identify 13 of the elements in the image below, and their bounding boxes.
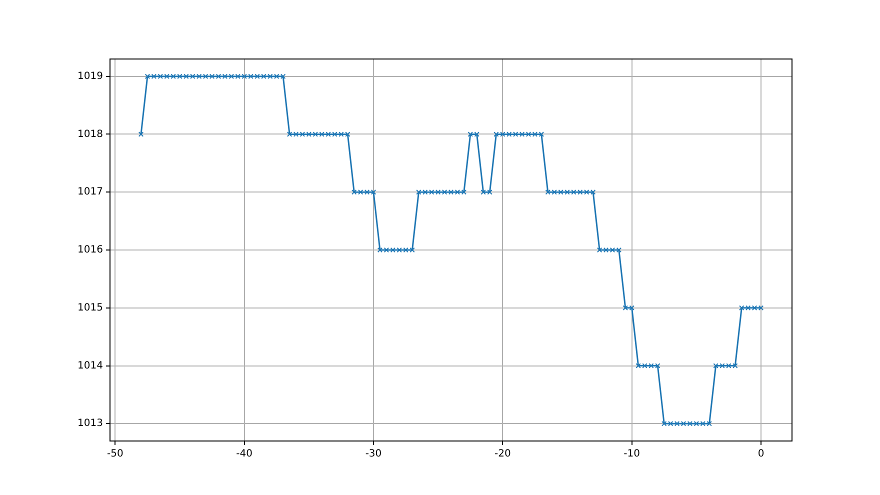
x-tick-label: -40 — [236, 448, 253, 460]
x-tick-label: 0 — [758, 448, 764, 460]
x-tick-label: -30 — [365, 448, 382, 460]
y-tick-label: 1014 — [78, 360, 103, 372]
y-tick-label: 1016 — [78, 244, 103, 256]
y-tick-label: 1017 — [78, 186, 103, 198]
x-tick-label: -50 — [106, 448, 124, 460]
y-tick-label: 1015 — [78, 302, 103, 314]
x-tick-label: -20 — [494, 448, 511, 460]
x-tick-label: -10 — [624, 448, 640, 460]
y-tick-label: 1018 — [78, 128, 103, 140]
y-tick-label: 1019 — [78, 70, 103, 82]
y-tick-label: 1013 — [78, 418, 103, 430]
